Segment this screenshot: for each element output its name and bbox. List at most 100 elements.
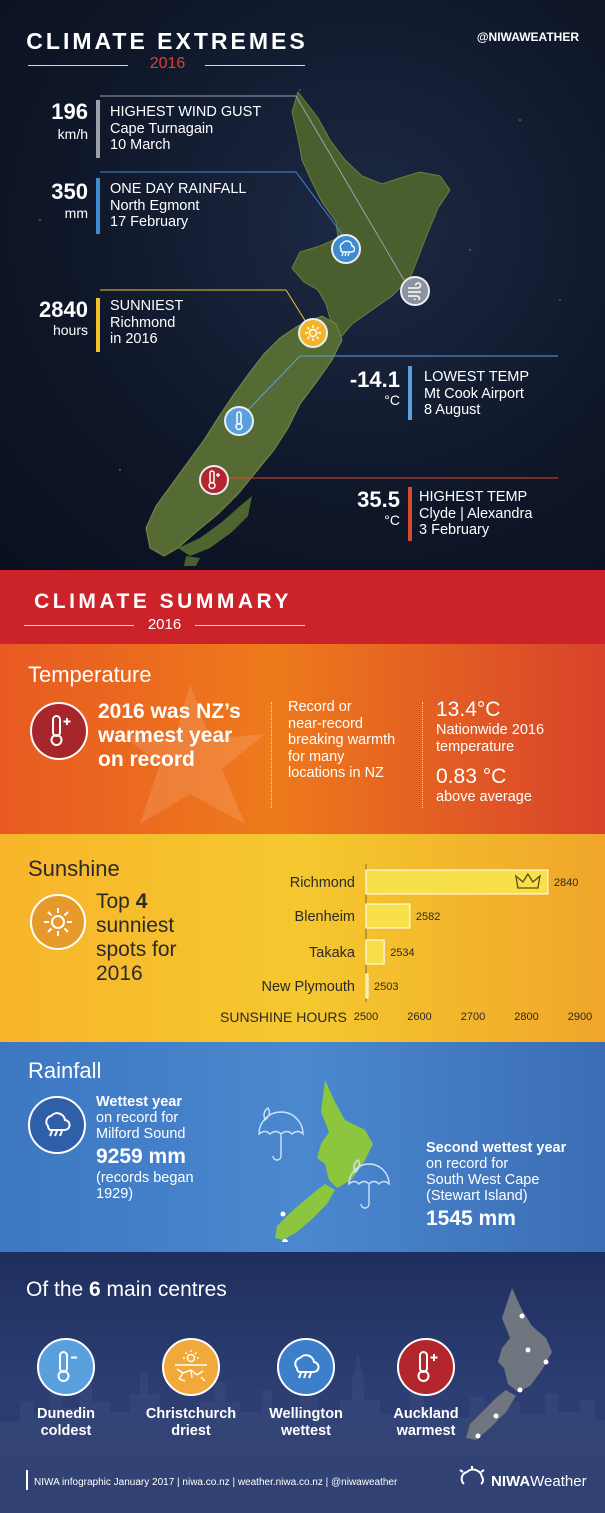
chart-tick-label: 2600: [407, 1011, 431, 1023]
anomaly-label: above average: [436, 789, 532, 805]
chart-value-label: 2582: [416, 911, 440, 923]
thermometer-cold-icon: [37, 1338, 95, 1396]
climate-extremes-section: CLIMATE EXTREMES 2016 @NIWAWEATHER 196 k…: [0, 0, 605, 570]
section-title: Rainfall: [28, 1058, 102, 1083]
chart-category-label: New Plymouth: [262, 979, 355, 995]
wind-icon: [400, 276, 430, 306]
sun-icon: [30, 894, 86, 950]
title-rule-left: [28, 65, 128, 66]
chart-x-axis-label: SUNSHINE HOURS: [220, 1009, 347, 1025]
stat-unit: °C: [384, 512, 400, 528]
niwa-logo-icon: [458, 1466, 488, 1490]
nz-map-rainfall: [258, 1080, 390, 1242]
chart-tick-label: 2800: [514, 1011, 538, 1023]
stat-value: 196: [51, 99, 88, 124]
stat-date: in 2016: [110, 331, 158, 347]
chart-category-label: Takaka: [309, 945, 356, 961]
rain-icon: [277, 1338, 335, 1396]
footer-accent: [26, 1470, 28, 1490]
summary-title: CLIMATE SUMMARY: [34, 590, 292, 613]
stat-place: Cape Turnagain: [110, 120, 214, 137]
main-centres-section: Of the 6 main centres Dunedin coldest Ch…: [0, 1252, 605, 1513]
divider: [271, 702, 272, 808]
background-map: [39, 89, 561, 566]
temperature-note: Record or near-record breaking warmth fo…: [288, 699, 396, 781]
stat-place: North Egmont: [110, 197, 200, 214]
stat-unit: km/h: [57, 126, 88, 142]
chart-bar: [365, 939, 385, 965]
chart-value-label: 2503: [374, 981, 398, 993]
summary-rule-right: [195, 625, 305, 626]
stat-value: 2840: [39, 297, 88, 322]
nationwide-temp-value: 13.4°C: [436, 698, 501, 721]
dry-sun-icon: [162, 1338, 220, 1396]
twitter-handle: @NIWAWEATHER: [476, 30, 579, 44]
sunshine-bar-chart: Richmond 2840 Blenheim 2582 Takaka 2534 New Pl…: [220, 864, 592, 1025]
south-island-map: [145, 315, 343, 557]
thermometer-hot-icon: [199, 465, 229, 495]
chart-bar: [365, 869, 549, 895]
stat-label: HIGHEST WIND GUST: [110, 104, 262, 120]
milford-sound-stat: Wettest year on record for Milford Sound…: [96, 1094, 194, 1202]
city-christchurch: Christchurch driest: [145, 1406, 237, 1439]
section-title: Sunshine: [28, 856, 120, 881]
stat-label: SUNNIEST: [110, 298, 184, 314]
anomaly-value: 0.83 °C: [436, 765, 507, 788]
sunshine-section: Sunshine Top 4 sunniest spots for 2016 R…: [0, 834, 605, 1042]
footer-credits: NIWA infographic January 2017 | niwa.co.…: [34, 1477, 398, 1488]
rain-icon: [28, 1096, 86, 1154]
stat-value: 350: [51, 179, 88, 204]
stat-value: -14.1: [349, 367, 400, 392]
chart-tick-label: 2900: [568, 1011, 592, 1023]
stat-label: LOWEST TEMP: [424, 369, 530, 385]
chart-tick-label: 2700: [461, 1011, 485, 1023]
city-dunedin: Dunedin coldest: [37, 1406, 95, 1439]
chart-category-label: Blenheim: [295, 909, 355, 925]
stat-accent-bar: [96, 298, 100, 352]
stat-date: 8 August: [424, 402, 481, 418]
stat-accent-bar: [408, 366, 412, 420]
year-label: 2016: [149, 55, 186, 72]
stat-date: 17 February: [110, 214, 189, 230]
section-title: Temperature: [28, 662, 152, 687]
chart-bar: [365, 973, 369, 999]
south-west-cape-stat: Second wettest year on record for South …: [426, 1140, 567, 1230]
city-skyline: [0, 1288, 605, 1513]
temperature-headline: 2016 was NZ’s warmest year on record: [98, 700, 241, 771]
thermometer-hot-icon: [397, 1338, 455, 1396]
stat-unit: hours: [52, 322, 88, 338]
stat-accent-bar: [408, 487, 412, 541]
stat-date: 10 March: [110, 137, 171, 153]
stat-value: 35.5: [357, 487, 400, 512]
chart-value-label: 2534: [390, 947, 414, 959]
rainfall-section: Rainfall Wettest year on record for Milf…: [0, 1042, 605, 1252]
temperature-stats: 13.4°C Nationwide 2016 temperature 0.83 …: [436, 698, 544, 805]
title-rule-right: [205, 65, 305, 66]
chart-category-label: Richmond: [290, 875, 355, 891]
umbrella-icon: [258, 1107, 304, 1161]
stat-accent-bar: [96, 178, 100, 234]
niwa-brand: NIWAWeather: [491, 1473, 587, 1490]
stat-place: Clyde | Alexandra: [419, 505, 533, 522]
umbrella-icon: [348, 1159, 390, 1209]
divider: [422, 702, 423, 808]
stat-accent-bar: [96, 100, 100, 158]
summary-year: 2016: [147, 616, 182, 633]
temperature-section: Temperature 2016 was NZ’s warmest year o…: [0, 644, 605, 834]
centres-title: Of the 6 main centres: [26, 1278, 227, 1301]
chart-tick-label: 2500: [354, 1011, 378, 1023]
chart-value-label: 2840: [554, 877, 578, 889]
chart-bar: [365, 903, 411, 929]
starburst-decoration: [120, 684, 265, 824]
thermometer-cold-icon: [224, 406, 254, 436]
rain-icon: [331, 234, 361, 264]
stat-label: HIGHEST TEMP: [419, 489, 528, 505]
thermometer-hot-icon: [30, 702, 88, 760]
stat-date: 3 February: [419, 522, 490, 538]
city-wellington: Wellington wettest: [269, 1406, 343, 1439]
summary-rule-left: [24, 625, 134, 626]
crown-icon: [514, 872, 541, 889]
climate-summary-header: CLIMATE SUMMARY 2016: [0, 570, 605, 644]
city-auckland: Auckland warmest: [393, 1406, 459, 1439]
stat-label: ONE DAY RAINFALL: [110, 181, 247, 197]
